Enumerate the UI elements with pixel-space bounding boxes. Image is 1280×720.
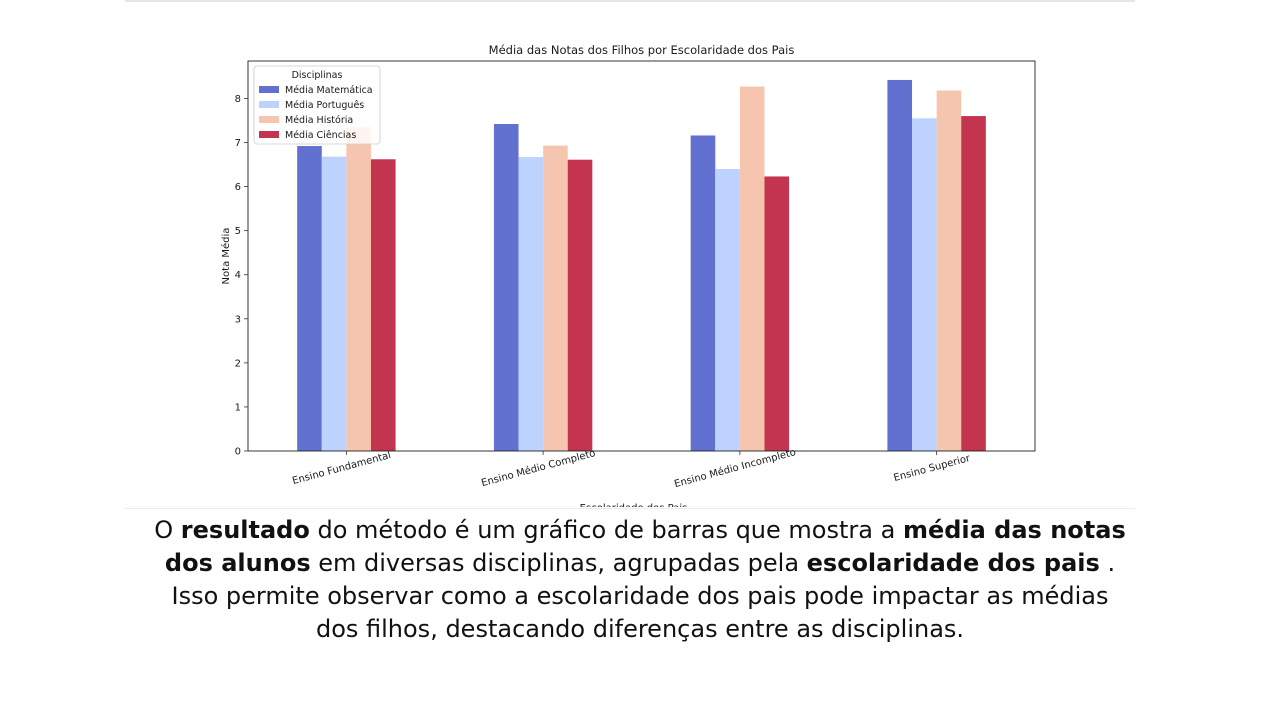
legend-entry: Média Matemática [285, 85, 373, 96]
y-tick-label: 6 [235, 182, 241, 193]
bar [936, 90, 962, 451]
caption-line-1: O resultado do método é um gráfico de ba… [130, 514, 1150, 547]
caption-text-run: O [154, 516, 181, 544]
y-tick-label: 4 [235, 270, 241, 281]
legend-swatch [259, 116, 279, 123]
bar [961, 116, 986, 451]
bar-chart: Média das Notas dos Filhos por Escolarid… [220, 43, 1036, 507]
y-tick-label: 2 [235, 358, 241, 369]
bar [715, 168, 740, 451]
caption-text-run: . [1099, 549, 1116, 577]
legend-swatch [259, 86, 279, 93]
bar [567, 159, 593, 451]
bar [518, 157, 544, 451]
x-tick-label: Ensino Fundamental [291, 450, 392, 487]
bar [297, 146, 322, 452]
y-tick-label: 3 [235, 314, 241, 325]
caption-line-3: Isso permite observar como a escolaridad… [171, 582, 1109, 610]
bar [887, 79, 913, 451]
chart-image: Média das Notas dos Filhos por Escolarid… [125, 2, 1135, 507]
y-tick-label: 5 [235, 226, 241, 237]
chart-title: Média das Notas dos Filhos por Escolarid… [489, 43, 795, 57]
legend-entry: Média História [285, 115, 353, 126]
bar [690, 135, 716, 451]
legend-entry: Média Português [285, 100, 364, 111]
y-tick-label: 8 [235, 94, 241, 105]
legend-entry: Média Ciências [285, 130, 356, 141]
caption-text-run: do método é um gráfico de barras que mos… [309, 516, 903, 544]
caption-bold-run: dos alunos [164, 549, 311, 577]
bar [543, 145, 568, 452]
caption-text-run: em diversas disciplinas, agrupadas pela [310, 549, 807, 577]
x-tick-label: Ensino Superior [893, 453, 973, 484]
caption-line-4: dos filhos, destacando diferenças entre … [315, 615, 965, 643]
bar [764, 176, 790, 451]
y-tick-label: 0 [235, 447, 241, 458]
legend-swatch [259, 101, 279, 108]
y-axis-label: Nota Média [220, 228, 232, 285]
caption-bold-run: resultado [180, 516, 310, 544]
legend-swatch [259, 131, 279, 138]
y-tick-label: 1 [235, 402, 241, 413]
x-tick-label: Ensino Médio Incompleto [673, 446, 797, 490]
chart-bottom-divider [125, 508, 1135, 509]
bar [370, 159, 396, 451]
bar [493, 124, 519, 452]
top-divider [125, 0, 1135, 2]
bar [346, 127, 371, 451]
caption-bold-run: escolaridade dos pais [806, 549, 1100, 577]
x-tick-label: Ensino Médio Completo [480, 447, 597, 489]
legend-title: Disciplinas [292, 70, 343, 81]
bar [321, 156, 347, 451]
bar [912, 118, 937, 451]
legend-box [253, 65, 381, 145]
x-axis-label: Escolaridade dos Pais [580, 503, 688, 507]
plot-frame [247, 60, 1036, 452]
bar [739, 86, 765, 451]
caption-bold-run: média das notas [902, 516, 1126, 544]
caption-line-2: dos alunos em diversas disciplinas, agru… [130, 547, 1150, 580]
y-tick-label: 7 [235, 138, 241, 149]
caption-text: O resultado do método é um gráfico de ba… [130, 514, 1150, 646]
